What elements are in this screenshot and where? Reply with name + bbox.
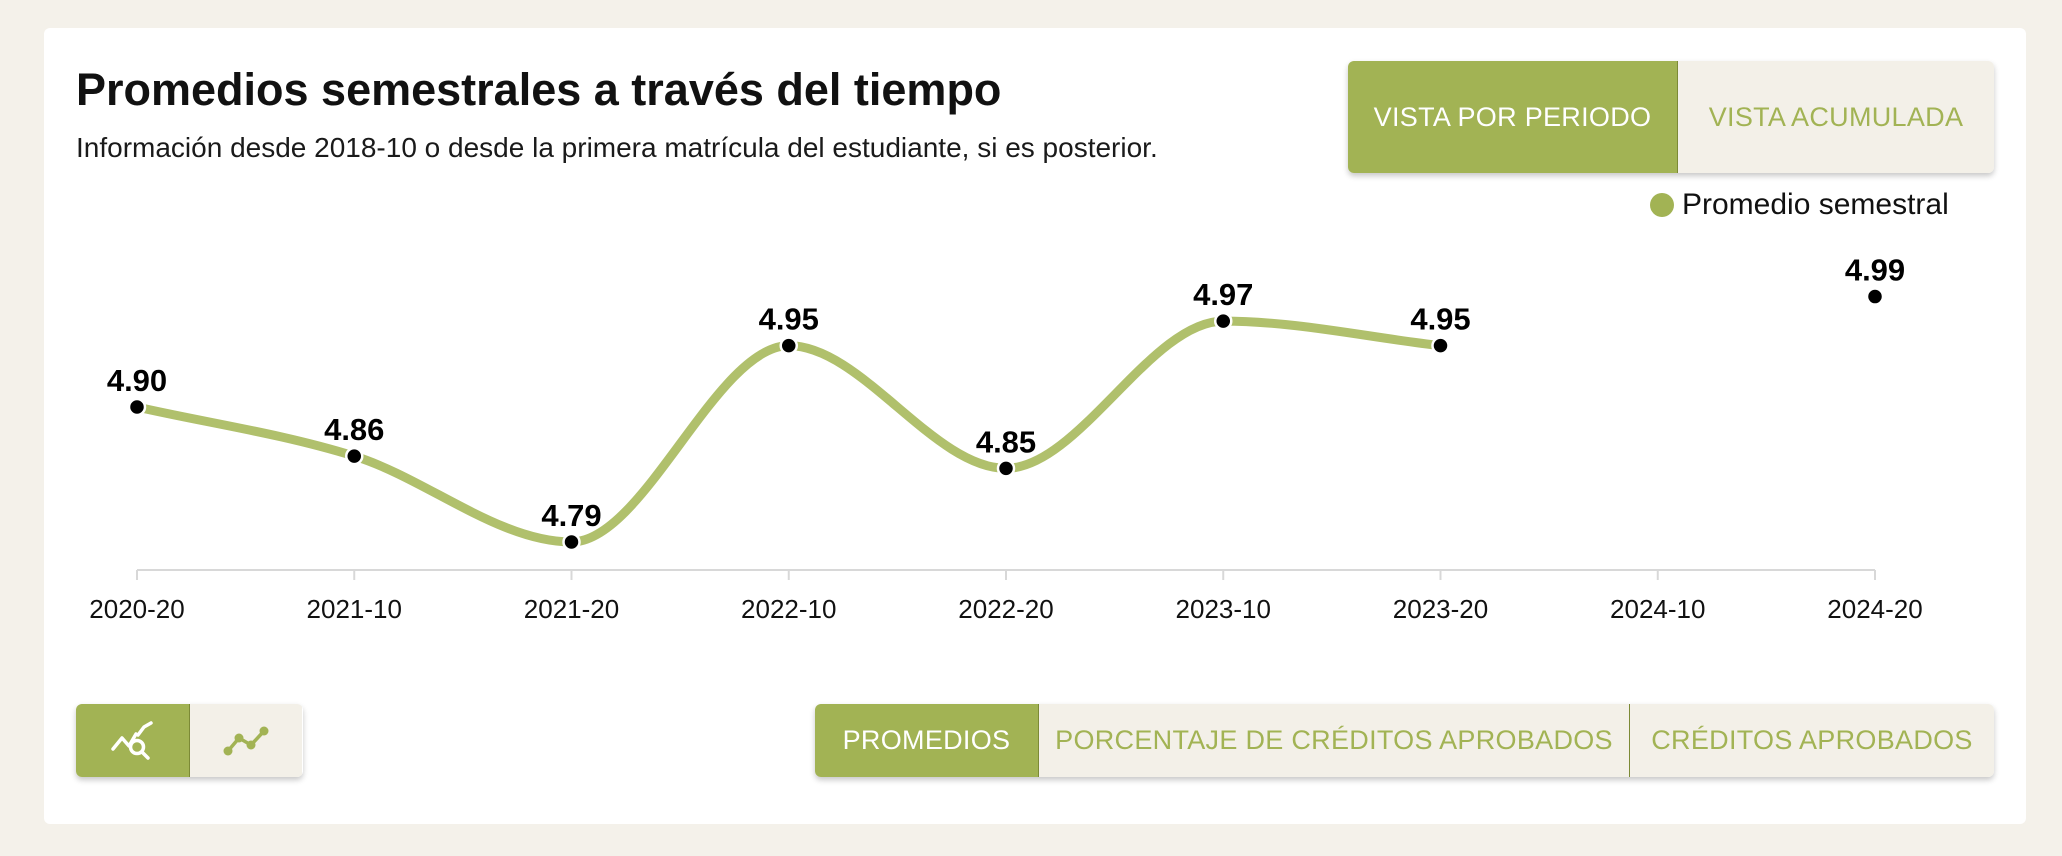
data-label: 4.79 [541, 498, 601, 533]
data-label: 4.85 [976, 424, 1036, 459]
tab-promedios[interactable]: PROMEDIOS [815, 704, 1038, 777]
data-point[interactable] [996, 459, 1016, 478]
data-label: 4.86 [324, 412, 384, 447]
x-tick-label: 2022-10 [741, 594, 836, 624]
data-point[interactable] [1214, 311, 1233, 331]
data-labels: 4.90 4.86 4.79 4.95 4.85 4.97 4.95 4.99 [104, 250, 1907, 535]
data-point[interactable] [127, 397, 147, 417]
by-period-view-button[interactable]: VISTA POR PERIODO [1348, 61, 1677, 173]
data-label: 4.95 [1410, 302, 1470, 337]
data-label: 4.99 [1845, 253, 1905, 288]
chart-mode-toggle [76, 704, 303, 777]
tab-creditos-aprobados[interactable]: CRÉDITOS APROBADOS [1629, 704, 1994, 777]
data-label: 4.90 [107, 363, 167, 398]
data-point[interactable] [562, 532, 581, 552]
cumulative-view-button[interactable]: VISTA ACUMULADA [1677, 61, 1994, 173]
x-tick-label: 2024-20 [1827, 594, 1922, 624]
page-title: Promedios semestrales a través del tiemp… [76, 64, 1002, 115]
view-toggle: VISTA POR PERIODO VISTA ACUMULADA [1348, 61, 1994, 173]
x-axis-ticks: 2020-20 2021-10 2021-20 2022-10 2022-20 2023-… [89, 570, 1923, 624]
data-point[interactable] [1431, 336, 1450, 355]
chart-zoom-icon [110, 720, 153, 760]
x-tick-label: 2024-10 [1610, 594, 1705, 624]
data-point[interactable] [345, 446, 364, 466]
zoom-chart-mode-button[interactable] [76, 704, 189, 777]
chart-legend: Promedio semestral [1650, 188, 1949, 222]
data-points [127, 287, 1885, 552]
x-tick-label: 2023-20 [1393, 594, 1488, 624]
data-point[interactable] [1865, 287, 1885, 306]
x-tick-label: 2020-20 [89, 594, 184, 624]
metric-tabs: PROMEDIOS PORCENTAJE DE CRÉDITOS APROBAD… [815, 704, 1994, 777]
legend-swatch [1650, 193, 1674, 217]
data-label: 4.97 [1193, 277, 1253, 312]
data-point[interactable] [779, 336, 798, 355]
page-subtitle: Información desde 2018-10 o desde la pri… [76, 132, 1158, 163]
data-label: 4.95 [759, 302, 819, 337]
x-tick-label: 2022-20 [958, 594, 1053, 624]
averages-line-chart: 2020-20 2021-10 2021-20 2022-10 2022-20 2023-… [89, 250, 1923, 624]
x-tick-label: 2023-10 [1176, 594, 1271, 624]
tab-porcentaje-creditos-aprobados[interactable]: PORCENTAJE DE CRÉDITOS APROBADOS [1038, 704, 1629, 777]
x-tick-label: 2021-20 [524, 594, 619, 624]
legend-label: Promedio semestral [1682, 188, 1949, 221]
averages-card: Promedios semestrales a través del tiemp… [44, 28, 2026, 824]
line-chart-mode-button[interactable] [189, 704, 302, 777]
x-tick-label: 2021-10 [307, 594, 402, 624]
line-chart-icon [223, 726, 269, 755]
